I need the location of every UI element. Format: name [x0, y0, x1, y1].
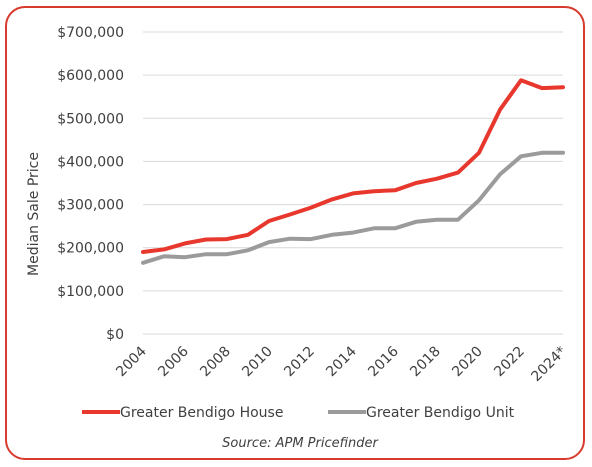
x-tick-label: 2024*	[528, 344, 569, 385]
y-tick-label: $300,000	[57, 198, 124, 214]
x-tick-label: 2004	[113, 343, 150, 380]
chart-frame	[5, 6, 585, 460]
legend-item: Greater Bendigo House	[82, 405, 283, 421]
x-tick-label: 2022	[491, 344, 528, 381]
x-tick-label: 2018	[407, 344, 444, 381]
y-tick-label: $400,000	[57, 154, 124, 170]
gridlines	[143, 31, 563, 335]
x-tick-label: 2012	[281, 344, 318, 381]
series-line	[141, 150, 565, 265]
x-tick-label: 2020	[449, 344, 486, 381]
series-line	[141, 78, 565, 254]
y-tick-label: $100,000	[57, 284, 124, 300]
legend: Greater Bendigo House Greater Bendigo Uni…	[82, 405, 515, 421]
y-tick-label: $200,000	[57, 241, 124, 257]
legend-item: Greater Bendigo Unit	[328, 405, 515, 421]
x-axis-ticks: 2004 2006 2008 2010 2012 2014 2016 2018 2020 2022…	[113, 343, 570, 385]
y-tick-label: $0	[106, 327, 124, 343]
legend-label: Greater Bendigo House	[120, 405, 283, 421]
x-tick-label: 2008	[197, 344, 234, 381]
y-tick-label: $600,000	[57, 68, 124, 84]
y-tick-label: $500,000	[57, 111, 124, 127]
x-tick-label: 2016	[365, 343, 402, 380]
series-lines	[141, 78, 565, 265]
x-tick-label: 2010	[239, 344, 276, 381]
x-tick-label: 2006	[155, 343, 192, 380]
legend-label: Greater Bendigo Unit	[366, 405, 515, 421]
x-tick-label: 2014	[323, 343, 360, 380]
y-tick-label: $700,000	[57, 25, 124, 41]
y-axis-title: Median Sale Price	[26, 152, 42, 276]
source-note: Source: APM Pricefinder	[222, 436, 379, 451]
y-axis-ticks: $0 $100,000 $200,000 $300,000 $400,000 $500,0…	[57, 25, 124, 343]
